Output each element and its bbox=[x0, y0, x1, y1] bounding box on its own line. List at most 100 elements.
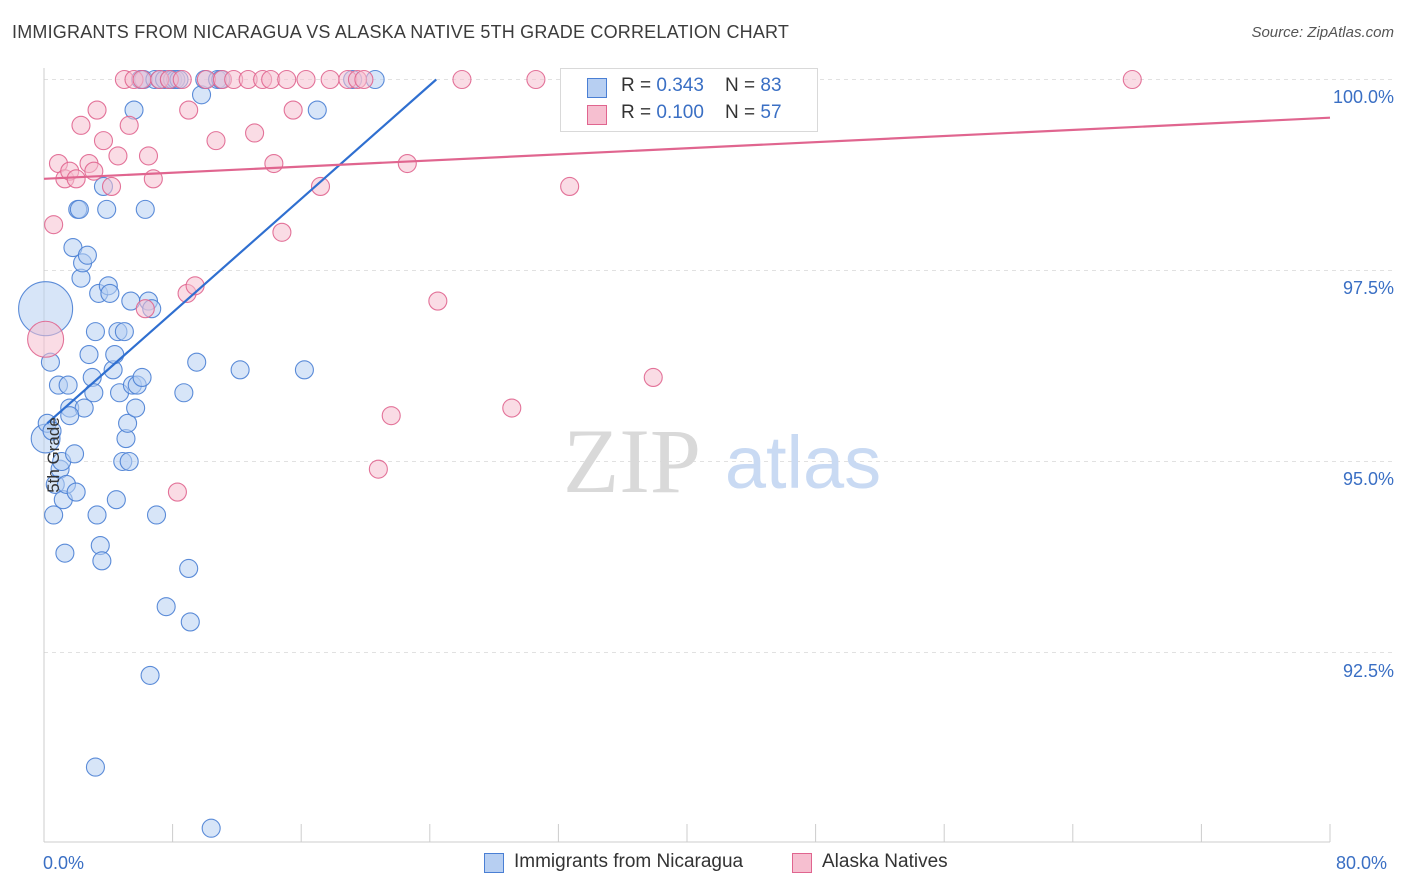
alaska-point-44 bbox=[354, 69, 374, 90]
nicaragua-point-26 bbox=[84, 383, 104, 403]
alaska-point-34 bbox=[261, 69, 281, 90]
chart-title: IMMIGRANTS FROM NICARAGUA VS ALASKA NATI… bbox=[12, 22, 790, 42]
nicaragua-point-78 bbox=[307, 100, 327, 120]
watermark-atlas: atlas bbox=[725, 421, 881, 504]
trend-lines bbox=[43, 78, 1331, 425]
nicaragua-point-13 bbox=[58, 375, 78, 395]
alaska-point-50 bbox=[526, 69, 546, 90]
nicaragua-point-42 bbox=[114, 322, 134, 342]
alaska-point-10 bbox=[93, 131, 114, 151]
alaska-point-28 bbox=[206, 131, 226, 151]
alaska-point-37 bbox=[277, 69, 297, 90]
alaska-point-41 bbox=[320, 69, 340, 90]
alaska-point-11 bbox=[101, 176, 122, 197]
nicaragua-point-49 bbox=[126, 398, 146, 418]
alaska-point-56 bbox=[452, 69, 472, 90]
nicaragua-point-56 bbox=[140, 665, 160, 685]
alaska-point-46 bbox=[381, 406, 401, 426]
nicaragua-point-23 bbox=[77, 245, 97, 265]
y-tick-95: 95.0% bbox=[1342, 469, 1394, 489]
alaska-point-35 bbox=[264, 153, 284, 174]
alaska-point-5 bbox=[66, 169, 86, 189]
x-tick-min: 0.0% bbox=[43, 853, 85, 873]
alaska-point-1 bbox=[44, 215, 64, 235]
legend-blue-r-label: R = bbox=[621, 75, 657, 96]
alaska-point-38 bbox=[283, 100, 303, 120]
bottom-legend-swatch-blue bbox=[484, 853, 504, 873]
y-axis-label: 5th Grade bbox=[43, 417, 63, 493]
alaska-point-17 bbox=[135, 299, 155, 319]
alaska-point-32 bbox=[245, 123, 265, 143]
nicaragua-point-76 bbox=[230, 360, 250, 380]
nicaragua-point-62 bbox=[156, 597, 176, 617]
y-tick-100: 100.0% bbox=[1332, 87, 1394, 107]
watermark: ZIP atlas bbox=[563, 410, 881, 512]
alaska-point-45 bbox=[368, 459, 388, 479]
nicaragua-point-68 bbox=[179, 558, 199, 579]
legend-blue-n-value: 83 bbox=[760, 75, 782, 96]
alaska-point-9 bbox=[87, 100, 107, 120]
trend-line-nicaragua bbox=[46, 78, 437, 425]
bottom-legend-label-pink: Alaska Natives bbox=[822, 851, 948, 872]
nicaragua-point-45 bbox=[119, 451, 139, 472]
nicaragua-point-44 bbox=[118, 413, 138, 433]
nicaragua-point-70 bbox=[187, 352, 207, 372]
legend-blue-r-value: 0.343 bbox=[656, 75, 704, 96]
nicaragua-point-38 bbox=[106, 490, 126, 510]
nicaragua-point-54 bbox=[135, 199, 155, 219]
series-pink-points bbox=[27, 69, 1142, 502]
alaska-point-22 bbox=[167, 482, 187, 502]
alaska-point-51 bbox=[560, 176, 580, 197]
legend-blue-n-label: N = bbox=[725, 75, 761, 96]
alaska-point-23 bbox=[172, 69, 192, 90]
nicaragua-point-24 bbox=[79, 344, 99, 365]
chart-source: Source: ZipAtlas.com bbox=[1251, 24, 1394, 41]
nicaragua-point-52 bbox=[132, 367, 152, 388]
nicaragua-point-5 bbox=[44, 505, 64, 525]
nicaragua-point-73 bbox=[201, 818, 221, 838]
nicaragua-point-37 bbox=[105, 344, 125, 365]
alaska-point-6 bbox=[71, 115, 91, 135]
alaska-point-0 bbox=[27, 320, 65, 358]
alaska-point-14 bbox=[119, 115, 139, 135]
alaska-point-48 bbox=[428, 291, 448, 311]
nicaragua-point-33 bbox=[97, 199, 117, 219]
alaska-point-55 bbox=[1122, 69, 1142, 90]
watermark-zip: ZIP bbox=[563, 410, 701, 512]
legend-pink-r-value: 0.100 bbox=[656, 102, 704, 123]
x-tick-max: 80.0% bbox=[1336, 853, 1388, 873]
alaska-point-49 bbox=[502, 398, 522, 418]
nicaragua-point-31 bbox=[92, 551, 112, 571]
nicaragua-point-82 bbox=[60, 406, 80, 426]
alaska-point-52 bbox=[643, 367, 663, 388]
nicaragua-point-69 bbox=[180, 612, 200, 632]
legend-pink-n-label: N = bbox=[725, 102, 761, 123]
legend-pink-n-value: 57 bbox=[760, 102, 782, 123]
nicaragua-point-59 bbox=[146, 505, 167, 525]
alaska-point-27 bbox=[196, 69, 216, 90]
y-tick-97-5: 97.5% bbox=[1342, 278, 1394, 298]
alaska-point-25 bbox=[179, 100, 199, 120]
nicaragua-point-28 bbox=[87, 505, 107, 525]
nicaragua-point-27 bbox=[85, 322, 105, 342]
legend-swatch-pink bbox=[587, 105, 607, 125]
alaska-point-47 bbox=[397, 153, 417, 174]
bottom-legend-label-blue: Immigrants from Nicaragua bbox=[514, 851, 744, 872]
bottom-legend-swatch-pink bbox=[792, 853, 812, 873]
stats-legend: R = 0.343 N = 83 R = 0.100 N = 57 bbox=[560, 68, 818, 132]
nicaragua-point-11 bbox=[55, 543, 75, 563]
alaska-point-16 bbox=[132, 69, 152, 90]
trend-line-alaska bbox=[43, 116, 1331, 180]
alaska-point-36 bbox=[272, 222, 292, 242]
alaska-point-18 bbox=[138, 146, 159, 166]
alaska-point-12 bbox=[108, 146, 128, 166]
nicaragua-point-4 bbox=[42, 421, 62, 441]
nicaragua-point-77 bbox=[294, 360, 314, 380]
legend-swatch-blue bbox=[587, 78, 607, 98]
nicaragua-point-35 bbox=[100, 283, 120, 303]
axes bbox=[43, 68, 1331, 843]
y-tick-92-5: 92.5% bbox=[1342, 661, 1394, 681]
alaska-point-40 bbox=[310, 176, 331, 197]
legend-pink-r-label: R = bbox=[621, 102, 657, 123]
nicaragua-point-67 bbox=[174, 383, 194, 403]
